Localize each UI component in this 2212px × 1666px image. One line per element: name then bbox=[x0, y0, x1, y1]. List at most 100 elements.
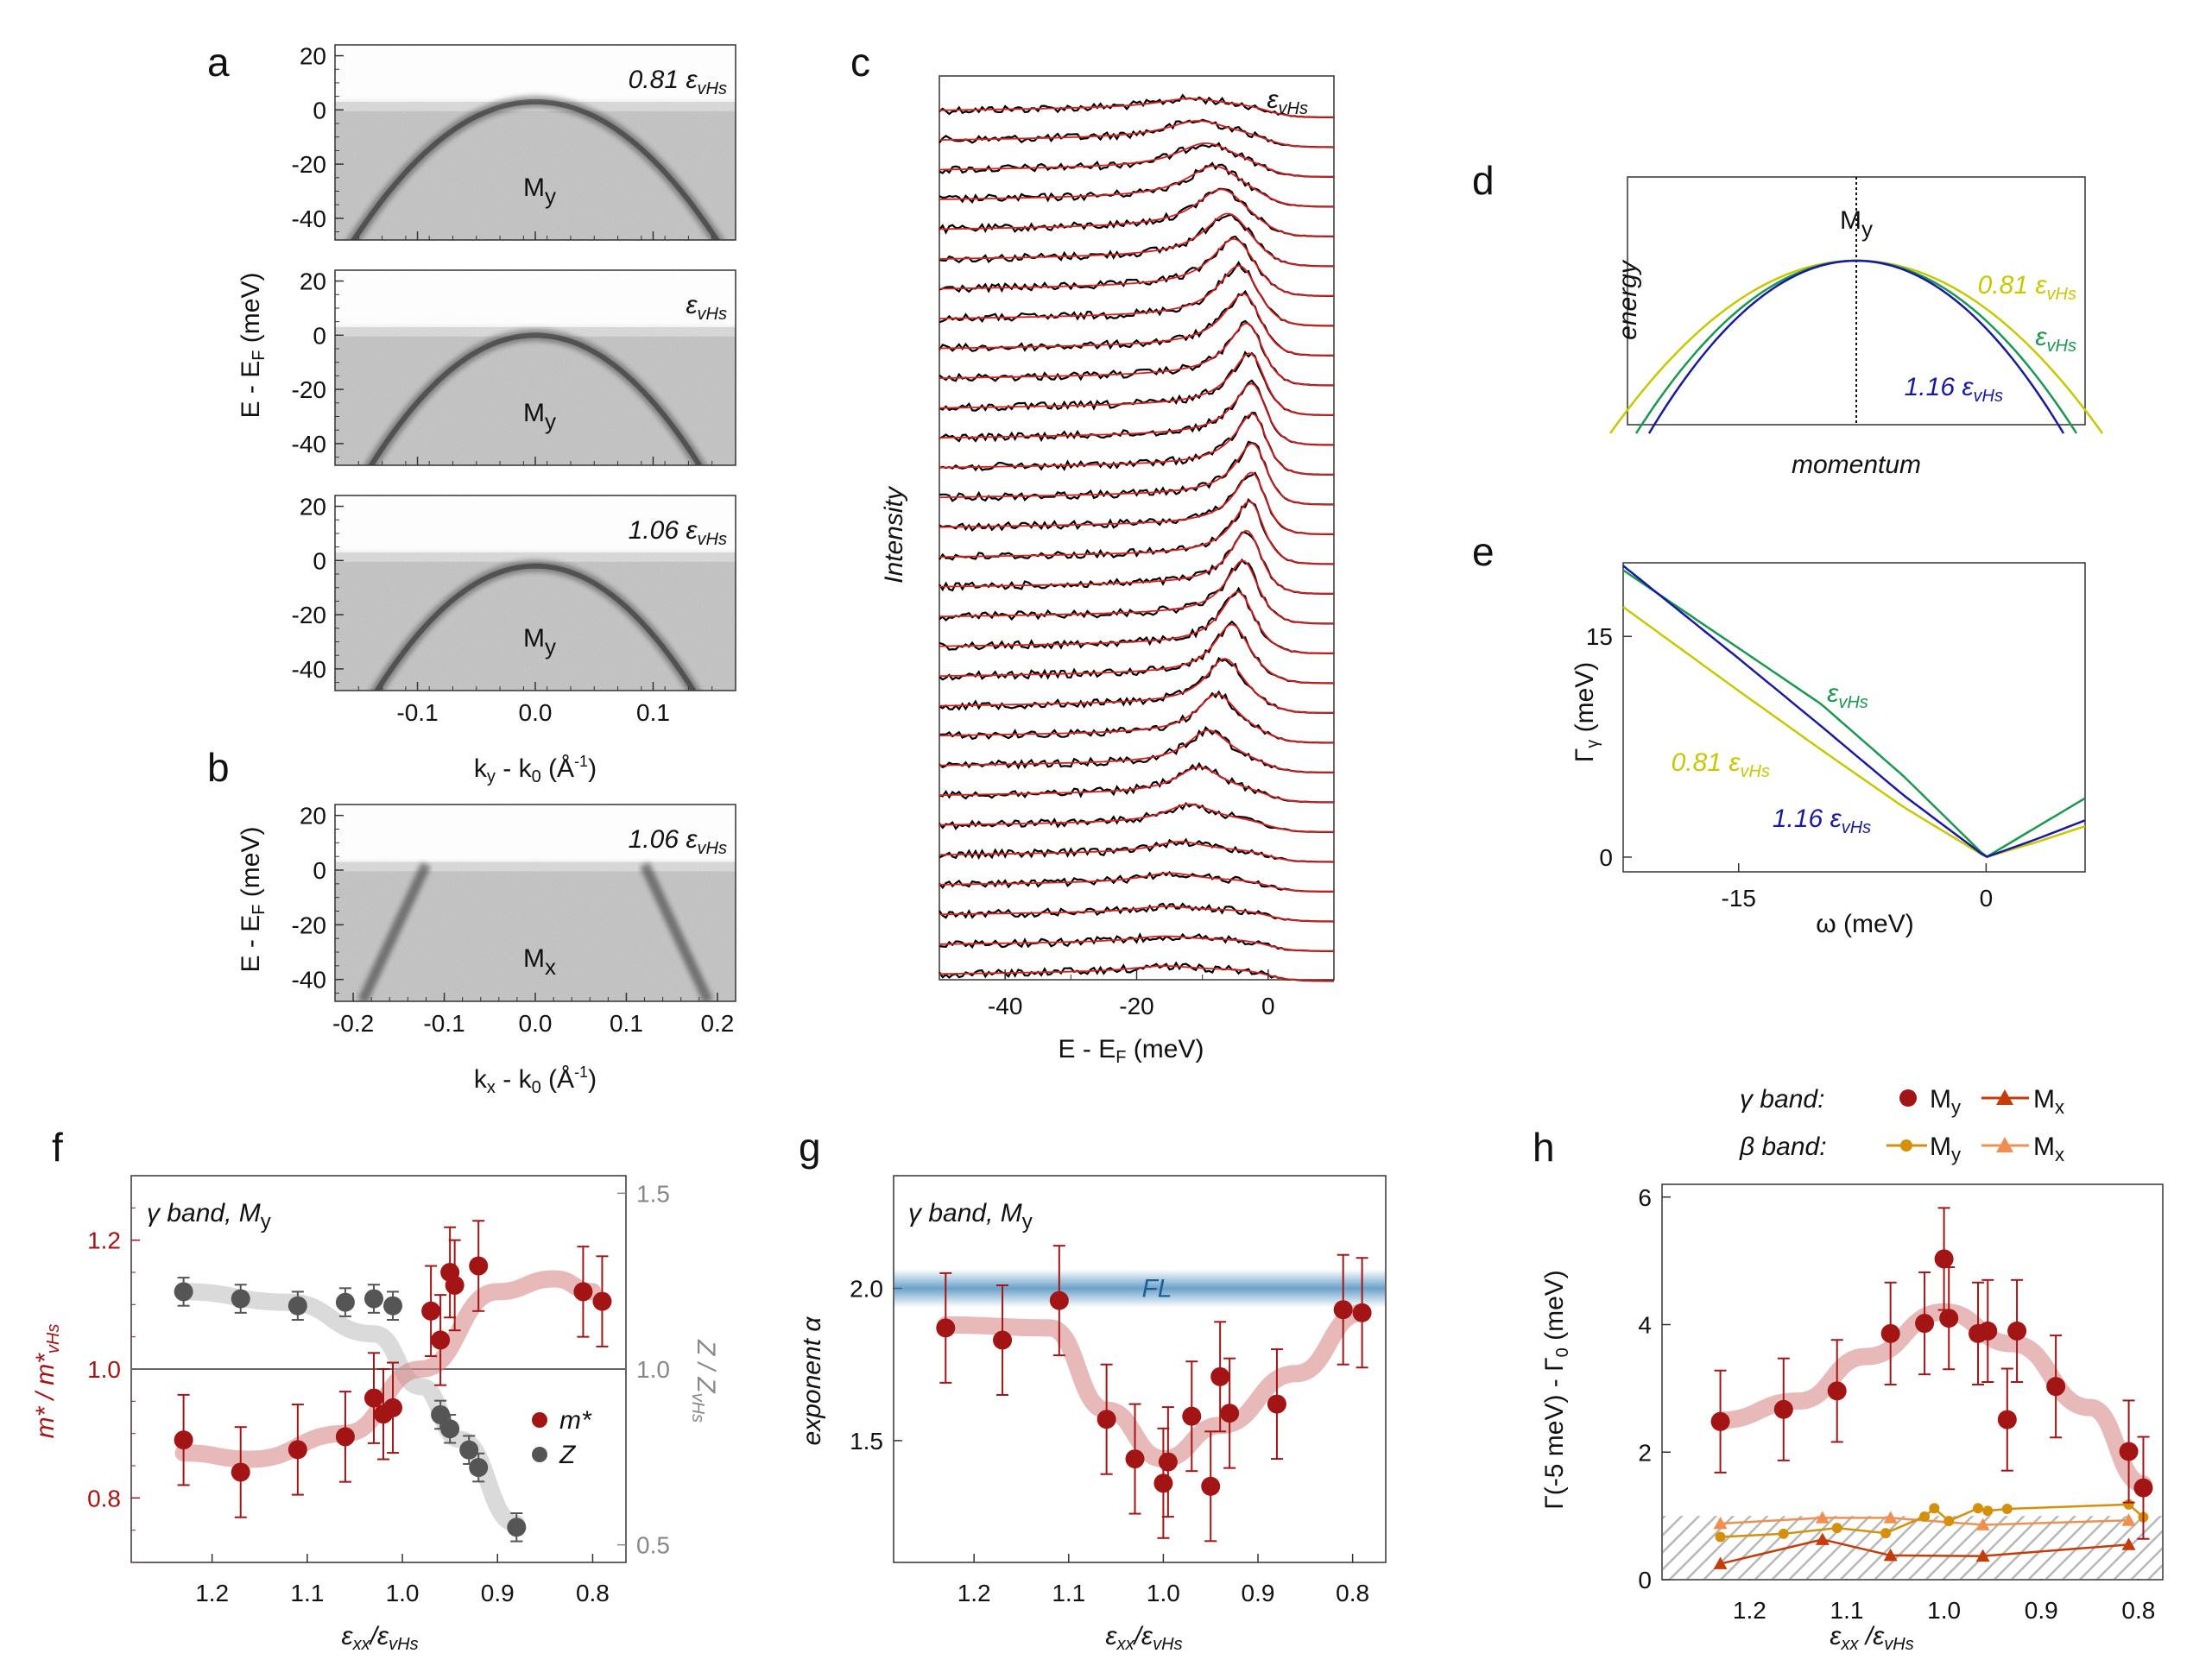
panel-g-xlabel: εxx/εvHs bbox=[1105, 1622, 1182, 1654]
mass-point bbox=[383, 1398, 403, 1417]
image-area bbox=[335, 805, 736, 1001]
panel-label-h: h bbox=[1533, 1125, 1555, 1170]
z-point bbox=[469, 1458, 489, 1478]
series-point bbox=[1880, 1528, 1892, 1539]
x-tick-label: -0.1 bbox=[423, 1010, 465, 1037]
strain-label: εvHs bbox=[686, 291, 727, 324]
panel-e-xlabel: ω (meV) bbox=[1816, 910, 1913, 938]
edc-fit-curve bbox=[939, 623, 1334, 685]
gamma-my-point bbox=[1827, 1381, 1847, 1401]
edc-data-curve bbox=[939, 379, 1334, 446]
z-point bbox=[383, 1296, 403, 1316]
legend-gamma-mx-marker bbox=[1996, 1089, 2013, 1105]
edc-data-curve bbox=[939, 531, 1334, 595]
x-tick-label: 0.0 bbox=[519, 699, 553, 726]
series-label: 0.81 εvHs bbox=[1672, 748, 1770, 781]
edc-data-curve bbox=[939, 620, 1334, 685]
panel-g: 1.2 1.1 1.0 0.9 0.8 1.5 2.0 FL γ band, My bbox=[850, 1175, 1387, 1606]
y-tick-label: 0 bbox=[313, 547, 326, 574]
series-point bbox=[1973, 1503, 1984, 1514]
legend-z-label: Z bbox=[559, 1441, 577, 1469]
band-curve bbox=[1647, 259, 2065, 434]
edc-fit-curve bbox=[939, 658, 1334, 714]
legend-z-marker bbox=[532, 1447, 547, 1462]
series-label: εvHs bbox=[1827, 679, 1868, 712]
legend-beta-my-text: My bbox=[1930, 1133, 1961, 1165]
edc-fit-curve bbox=[939, 238, 1334, 297]
panel-label-d: d bbox=[1472, 158, 1495, 203]
scattering-rate-curve bbox=[1622, 565, 2086, 858]
x-tick-label: 0.2 bbox=[700, 1010, 734, 1037]
x-tick-label: 1.0 bbox=[1927, 1597, 1961, 1624]
mass-point bbox=[445, 1275, 465, 1295]
panel-h-ylabel: Γ(-5 meV) - Γ0 (meV) bbox=[1540, 1270, 1572, 1510]
series-point bbox=[2121, 1513, 2136, 1526]
x-tick-label: -40 bbox=[988, 993, 1022, 1019]
panel-a: 20 0 -20 -40 0.81 εvHs My 20 0 -20 -40 εvHs My 20 0 -2… bbox=[292, 43, 736, 726]
panel-label-a: a bbox=[207, 40, 230, 85]
plot-frame bbox=[1661, 1183, 2164, 1581]
edc-data-curve bbox=[939, 412, 1334, 476]
image-area bbox=[335, 270, 736, 465]
mass-point bbox=[592, 1291, 612, 1311]
momentum-point-label: My bbox=[1840, 206, 1873, 242]
legend-gamma-label: γ band: bbox=[1740, 1085, 1824, 1114]
series-label: 1.16 εvHs bbox=[1905, 373, 2003, 406]
edc-fit-curve bbox=[939, 413, 1334, 476]
gamma-my-point bbox=[2119, 1442, 2139, 1461]
alpha-point bbox=[1210, 1366, 1230, 1386]
band-branch bbox=[640, 862, 713, 1001]
fermi-liquid-label: FL bbox=[1141, 1275, 1172, 1303]
legend-beta-label: β band: bbox=[1739, 1133, 1827, 1161]
panel-h-xlabel: εxx /εvHs bbox=[1830, 1622, 1914, 1654]
strain-label: 0.81 εvHs bbox=[629, 66, 727, 98]
stack-title: εvHs bbox=[1267, 85, 1308, 118]
panel-f-y2label: Z / ZvHs bbox=[688, 1339, 720, 1423]
x-tick-label: -15 bbox=[1722, 885, 1756, 912]
panel-title: γ band, My bbox=[908, 1199, 1033, 1234]
edc-fit-curve bbox=[939, 188, 1334, 237]
momentum-point-label: My bbox=[523, 399, 556, 434]
x-tick-label: -20 bbox=[1119, 993, 1153, 1019]
series-point bbox=[1975, 1549, 1990, 1562]
x-tick-label: 1.2 bbox=[957, 1580, 991, 1606]
gamma-my-point bbox=[2133, 1478, 2153, 1498]
panel-g-ylabel: exponent α bbox=[798, 1316, 826, 1446]
y-tick-label: 1.2 bbox=[87, 1227, 121, 1254]
panel-e-ylabel: Γγ (meV) bbox=[1571, 662, 1602, 763]
series-point bbox=[1713, 1516, 1728, 1530]
x-tick-label: -0.2 bbox=[332, 1010, 374, 1037]
unoccupied-region bbox=[335, 270, 736, 327]
series-point bbox=[2121, 1537, 2136, 1550]
edc-fit-curve bbox=[939, 142, 1334, 178]
alpha-point bbox=[1125, 1449, 1145, 1469]
y-tick-label: 0 bbox=[1638, 1567, 1652, 1593]
panel-f-xlabel: εxx/εvHs bbox=[341, 1622, 418, 1654]
y-tick-label: 1.0 bbox=[87, 1356, 121, 1383]
panel-a-xlabel: ky - k0 (Å-1) bbox=[474, 753, 597, 786]
z-point bbox=[288, 1296, 307, 1316]
x-tick-label: 1.0 bbox=[386, 1580, 420, 1606]
edc-data-curve bbox=[939, 213, 1334, 268]
panel-b-ylabel: E - EF (meV) bbox=[237, 827, 269, 973]
edc-fit-curve bbox=[939, 120, 1334, 148]
x-tick-label: -0.1 bbox=[396, 699, 438, 726]
alpha-point bbox=[1352, 1303, 1372, 1322]
strain-label: 1.06 εvHs bbox=[629, 825, 727, 858]
y-tick-label: -20 bbox=[292, 912, 326, 938]
z-point bbox=[231, 1289, 250, 1309]
edc-fit-curve bbox=[939, 906, 1334, 923]
series-point bbox=[1975, 1518, 1990, 1530]
y2-tick-label: 0.5 bbox=[636, 1532, 670, 1559]
panel-h-legend: γ band: My Mx β band: My Mx bbox=[1739, 1085, 2064, 1165]
z-point bbox=[431, 1404, 451, 1424]
series-label: εvHs bbox=[2035, 323, 2076, 356]
edc-fit-curve bbox=[939, 442, 1334, 506]
edc-fit-curve bbox=[939, 322, 1334, 387]
series-point bbox=[1883, 1548, 1898, 1562]
alpha-point bbox=[1097, 1410, 1116, 1429]
alpha-point bbox=[993, 1330, 1013, 1350]
mass-point bbox=[469, 1256, 489, 1276]
series-point bbox=[1715, 1531, 1726, 1543]
